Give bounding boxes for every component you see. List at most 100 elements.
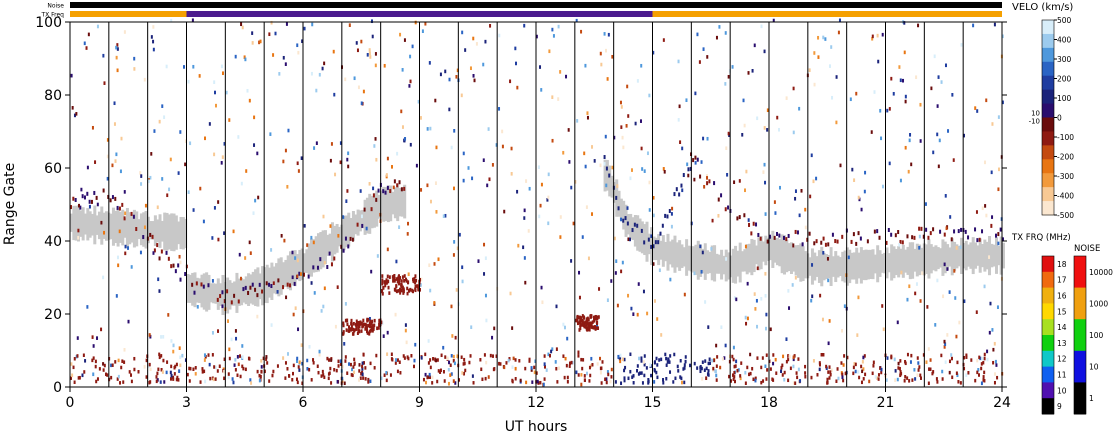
scatter-cell <box>755 298 758 303</box>
scatter-cell <box>599 356 602 361</box>
scatter-cell <box>76 336 79 340</box>
scatter-cell <box>929 367 932 371</box>
scatter-cell <box>84 359 87 363</box>
scatter-cell <box>738 179 741 183</box>
ground-scatter-cell <box>773 238 777 263</box>
ground-scatter-cell <box>370 195 374 229</box>
ground-scatter-cell <box>904 249 908 273</box>
scatter-cell <box>412 277 415 282</box>
scatter-cell <box>265 357 268 361</box>
ground-scatter-cell <box>74 205 78 241</box>
scatter-cell <box>917 368 920 372</box>
scatter-cell <box>240 181 243 186</box>
x-axis-title: UT hours <box>505 419 568 435</box>
scatter-cell <box>804 374 807 379</box>
scatter-cell <box>917 23 920 28</box>
scatter-cell <box>601 360 604 364</box>
scatter-cell <box>211 353 214 357</box>
scatter-cell <box>73 357 76 361</box>
scatter-cell <box>935 377 938 381</box>
scatter-cell <box>147 364 150 368</box>
scatter-cell <box>160 335 163 339</box>
scatter-cell <box>764 293 767 298</box>
ground-scatter-cell <box>731 248 735 283</box>
scatter-cell <box>789 366 792 371</box>
scatter-cell <box>347 329 350 333</box>
velocity-color-swatch <box>1042 33 1054 49</box>
noise-color-swatch <box>1074 382 1086 415</box>
scatter-cell <box>577 373 580 377</box>
scatter-cell <box>719 365 722 370</box>
txfreq-segment <box>186 11 653 17</box>
scatter-cell <box>591 325 594 330</box>
scatter-cell <box>368 321 371 326</box>
scatter-cell <box>813 82 816 87</box>
scatter-cell <box>782 354 785 359</box>
scatter-cell <box>145 375 148 379</box>
ionospheric-scatter-cell <box>873 229 876 234</box>
scatter-cell <box>892 91 895 96</box>
ground-scatter-cell <box>803 251 807 279</box>
scatter-cell <box>585 205 588 209</box>
scatter-cell <box>701 250 704 255</box>
scatter-cell <box>410 354 413 358</box>
scatter-cell <box>368 329 371 334</box>
scatter-cell <box>357 85 360 90</box>
txfreq-tick-label: 10 <box>1057 386 1067 395</box>
scatter-cell <box>640 146 643 151</box>
scatter-cell <box>323 375 326 380</box>
scatter-cell <box>254 198 257 203</box>
scatter-cell <box>166 193 169 198</box>
scatter-cell <box>105 372 108 377</box>
scatter-cell <box>102 275 105 280</box>
scatter-cell <box>435 210 438 214</box>
ionospheric-scatter-cell <box>657 240 660 245</box>
ground-scatter-cell <box>289 251 293 291</box>
ionospheric-scatter-cell <box>664 213 667 218</box>
scatter-cell <box>342 331 345 336</box>
scatter-cell <box>366 53 369 57</box>
scatter-cell <box>965 353 968 358</box>
scatter-cell <box>538 214 541 219</box>
scatter-cell <box>398 274 401 278</box>
ionospheric-scatter-cell <box>118 206 121 211</box>
scatter-cell <box>360 101 363 106</box>
scatter-cell <box>962 133 965 138</box>
scatter-cell <box>826 381 829 385</box>
scatter-cell <box>879 108 882 113</box>
scatter-cell <box>699 369 702 374</box>
ground-scatter-cell <box>207 274 211 310</box>
scatter-cell <box>643 362 646 367</box>
scatter-cell <box>641 167 644 171</box>
ionospheric-scatter-cell <box>773 235 776 240</box>
scatter-cell <box>785 96 788 100</box>
scatter-cell <box>342 323 345 328</box>
scatter-cell <box>898 366 901 371</box>
scatter-cell <box>405 279 408 283</box>
scatter-cell <box>78 203 81 208</box>
x-tick-label: 3 <box>182 395 191 411</box>
scatter-cell <box>272 53 275 57</box>
ionospheric-scatter-cell <box>219 294 222 299</box>
ground-scatter-cell <box>226 277 230 314</box>
scatter-cell <box>133 56 136 61</box>
scatter-cell <box>385 278 388 282</box>
scatter-cell <box>614 380 617 384</box>
ground-scatter-cell <box>612 181 616 203</box>
scatter-cell <box>559 70 562 74</box>
scatter-cell <box>804 225 807 230</box>
ground-scatter-cell <box>703 243 707 280</box>
scatter-cell <box>394 287 397 292</box>
scatter-cell <box>607 372 610 377</box>
scatter-cell <box>669 277 672 282</box>
scatter-cell <box>576 316 579 320</box>
scatter-cell <box>863 354 866 358</box>
scatter-cell <box>649 363 652 367</box>
ground-scatter-cell <box>228 280 232 310</box>
scatter-cell <box>556 380 559 384</box>
scatter-cell <box>610 367 613 372</box>
scatter-cell <box>329 158 332 163</box>
scatter-cell <box>540 285 543 290</box>
scatter-cell <box>72 365 75 370</box>
ground-scatter-cell <box>244 276 248 305</box>
